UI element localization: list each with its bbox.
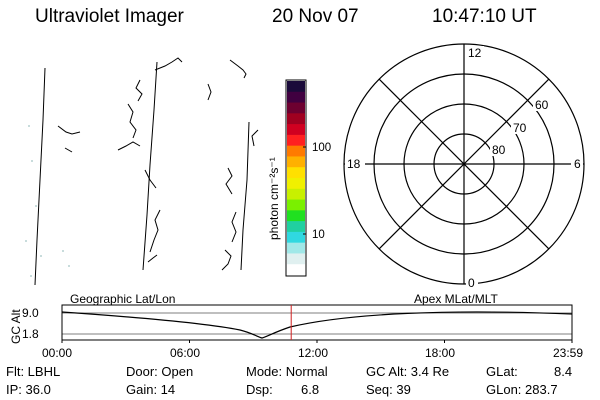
orbit-panel-frame [61, 304, 573, 341]
colorbar-segment [287, 178, 305, 190]
coastline [229, 59, 247, 79]
coastline [225, 167, 233, 195]
colorbar-segment [287, 145, 305, 158]
orbit-panel [61, 304, 573, 343]
coastline [154, 57, 183, 71]
door-info: Door: Open [126, 364, 194, 379]
time-label-0600: 06:00 [170, 346, 200, 360]
colorbar-segment [287, 102, 305, 114]
coastline [147, 254, 158, 263]
coastline [117, 141, 141, 151]
colorbar-segment [287, 188, 305, 201]
colorbar-segment [287, 231, 305, 244]
coastline [207, 83, 212, 101]
coastline [64, 147, 73, 153]
emission-speckles [25, 125, 70, 277]
ip-info: IP: 36.0 [6, 382, 51, 397]
date-label: 20 Nov 07 [272, 6, 359, 27]
time-label-0000: 00:00 [42, 346, 72, 360]
meridian-line [142, 61, 158, 271]
time-label-1800: 18:00 [425, 346, 455, 360]
instrument-title: Ultraviolet Imager [35, 6, 184, 27]
seq-info: Seq: 39 [366, 382, 411, 397]
lat-label-80: 80 [492, 143, 506, 157]
glon-info: GLon: 283.7 [486, 382, 558, 397]
filter-info: Flt: LBHL [6, 364, 61, 379]
mode-info: Mode: Normal [246, 364, 328, 379]
colorbar-segment [287, 221, 305, 233]
lat-label-70: 70 [513, 121, 527, 135]
colorbar-segment [287, 199, 305, 211]
coastline [144, 169, 157, 189]
colorbar-segment [287, 81, 305, 93]
time-label-1200: 12:00 [298, 346, 328, 360]
colorbar-tick-100: 100 [312, 142, 331, 154]
polar-grid [343, 43, 585, 285]
dsp-value: 6.8 [301, 382, 320, 397]
glat-label: GLat: [486, 364, 518, 379]
coastline [251, 129, 259, 147]
meridian-line [34, 67, 46, 286]
colorbar-segment [287, 253, 305, 265]
colorbar-unit-label: photon cm⁻²s⁻¹ [267, 157, 281, 240]
coastline [135, 79, 143, 102]
color-scale-frame [285, 79, 307, 277]
time-label: 10:47:10 UT [432, 6, 537, 27]
geographic-map [34, 57, 259, 286]
polar-diagonal [378, 78, 550, 250]
coastline [149, 209, 161, 253]
altitude-tick-min: 1.8 [22, 327, 39, 341]
coastline [231, 211, 237, 243]
apex-caption: Apex MLat/MLT [414, 292, 498, 306]
colorbar-segment [287, 91, 305, 104]
coastline [57, 125, 81, 135]
mlt-label-18: 18 [347, 157, 361, 171]
colorbar-segment [287, 264, 305, 276]
coastline [127, 103, 137, 139]
mlt-label-12: 12 [468, 46, 482, 60]
altitude-axis-label: GC Alt [9, 309, 23, 344]
colorbar-segment [287, 210, 305, 222]
time-label-2359: 23:59 [553, 346, 583, 360]
coastline [221, 249, 232, 271]
colorbar-segment [287, 134, 305, 147]
color-scale-bar [287, 81, 305, 276]
colorbar-tick-10: 10 [312, 229, 325, 241]
colorbar-segment [287, 156, 305, 168]
geographic-caption: Geographic Lat/Lon [70, 292, 175, 306]
gain-info: Gain: 14 [126, 382, 176, 397]
lat-label-60: 60 [535, 98, 549, 112]
altitude-tick-max: 9.0 [22, 306, 39, 320]
gc-alt-info: GC Alt: 3.4 Re [366, 364, 450, 379]
colorbar-segment [287, 124, 305, 136]
glat-value: 8.4 [554, 364, 573, 379]
mlt-label-0: 0 [468, 276, 475, 290]
dsp-label: Dsp: [246, 382, 273, 397]
altitude-curve [61, 311, 573, 339]
colorbar-segment [287, 242, 305, 255]
colorbar-segment [287, 113, 305, 125]
colorbar-segment [287, 167, 305, 179]
mlt-label-6: 6 [574, 157, 581, 171]
meridian-line [240, 121, 250, 271]
